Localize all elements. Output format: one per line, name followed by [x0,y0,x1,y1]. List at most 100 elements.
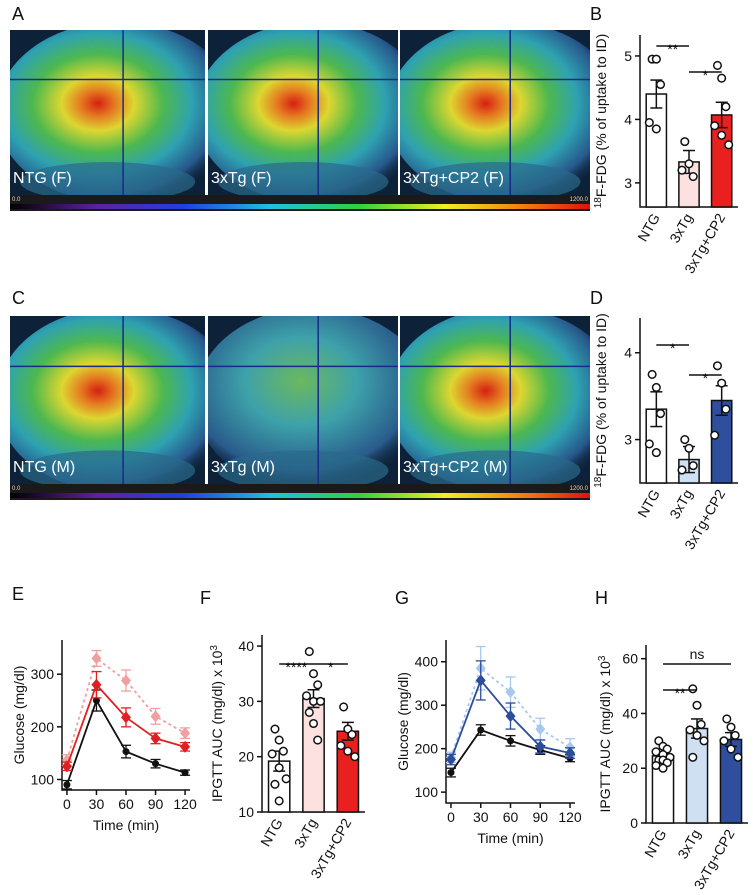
y-axis-label: IPGTT AUC (mg/dl) x 103 [209,645,226,802]
marker [180,727,191,740]
significance-label: ** [675,685,686,701]
panel-letter: G [395,588,409,608]
data-point [710,121,720,131]
marker [121,674,131,687]
data-point [712,60,723,71]
panel-letter: B [590,4,602,24]
x-tick-label: 30 [89,796,105,812]
marker [505,710,516,723]
y-axis-label: 18F-FDG (% of uptake to ID) [593,34,610,209]
data-point [688,171,698,182]
marker [565,747,576,760]
y-axis-label: IPGTT AUC (mg/dl) x 103 [597,655,614,812]
axis [61,640,190,791]
data-point [278,746,288,756]
y-tick-label: 20 [238,749,254,765]
y-tick-label: 0 [630,815,638,831]
pet-image: 3xTg (F) [208,30,398,195]
colorbar-min: 0.0 [12,197,21,203]
axis [639,318,738,484]
data-point [274,763,284,773]
head-glow [208,316,398,484]
panel-letter: H [595,588,608,608]
y-axis-label-text: Glucose (mg/dl) [11,666,27,765]
data-point [717,130,727,140]
data-point [308,669,319,679]
data-point [313,735,323,745]
data-point [685,725,695,735]
data-point [347,730,357,740]
x-tick-label: NTG [641,827,670,861]
marker [92,697,100,705]
data-point [692,730,702,740]
data-point [655,408,666,419]
data-point [267,749,277,759]
x-axis-label: Time (min) [477,830,543,846]
data-point [313,680,323,690]
body-shadow [19,450,196,484]
marker [121,711,131,724]
x-tick-label: NTG [634,211,663,245]
body-shadow [217,162,389,195]
y-axis-label: Glucose (mg/dl) [11,666,27,765]
data-point [677,465,687,475]
head-glow [10,316,205,484]
x-tick-label: 3xTg [674,827,703,862]
data-point [281,774,291,784]
image-label: NTG (F) [13,170,72,187]
data-point [343,746,353,756]
head-glow [400,30,590,195]
y-tick-label: 60 [622,651,638,667]
panel-letter: A [12,4,24,24]
data-point [274,796,284,806]
y-tick-label: 100 [31,771,55,787]
data-point [274,735,284,745]
data-point [644,439,654,449]
image-label: 3xTg+CP2 (M) [403,459,507,476]
x-tick-label: 60 [118,796,134,812]
data-point [684,443,694,453]
y-tick-label: 4 [624,345,632,361]
data-point [724,140,734,150]
data-point [733,752,743,762]
marker [505,686,516,699]
body-shadow [217,450,389,484]
marker [150,732,161,745]
significance-label: **** [285,659,307,675]
marker [152,760,160,768]
data-point [651,54,661,64]
data-point [680,137,690,147]
data-point [726,722,736,732]
data-point [726,744,736,754]
y-axis-label-text: IPGTT AUC (mg/dl) x 10 [597,661,613,813]
y-tick-label: 200 [415,741,439,757]
colorbar-max: 1200.0 [570,197,589,203]
data-point [315,696,326,706]
data-point [304,647,314,657]
x-tick-label: 0 [447,809,455,825]
marker [91,652,102,665]
marker [63,781,71,789]
data-point [721,404,731,414]
colorbar-min: 0.0 [12,486,21,492]
y-tick-label: 20 [622,760,638,776]
marker [91,678,102,691]
x-tick-label: 60 [503,809,519,825]
x-tick-label: 3xTg [666,487,695,522]
data-point [699,736,709,746]
y-tick-label: 40 [238,638,254,654]
data-point [680,435,690,445]
significance-label: * [703,370,709,386]
y-axis-label-text: IPGTT AUC (mg/dl) x 10 [209,650,225,802]
axis [445,640,575,804]
data-point [308,718,319,729]
y-tick-label: 3 [624,175,632,191]
pet-image: 3xTg+CP2 (F) [400,30,590,195]
x-tick-label: 3xTg [291,816,320,851]
x-tick-label: 120 [558,809,582,825]
data-point [730,730,740,740]
y-axis-label-sup: 3 [209,645,220,651]
y-axis-label: Glucose (mg/dl) [395,672,411,771]
y-tick-label: 10 [238,804,254,820]
